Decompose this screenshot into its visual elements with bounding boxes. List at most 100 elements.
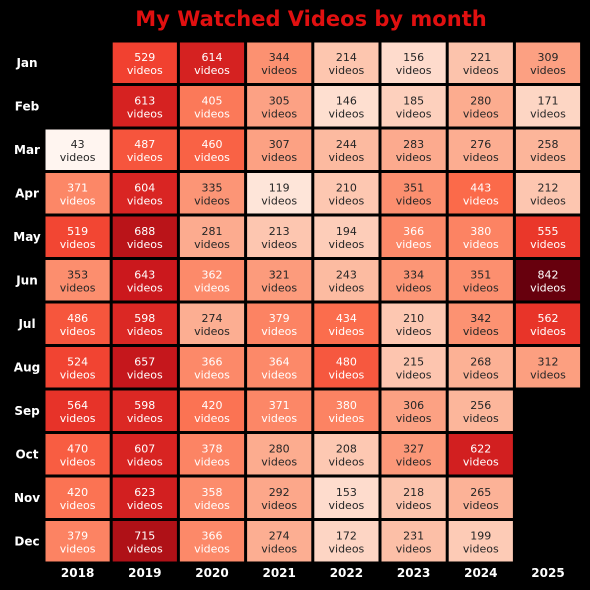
cell-value-label: 604 [134, 181, 155, 194]
year-label-2021: 2021 [262, 566, 295, 580]
cell-value-label: 194 [336, 225, 357, 238]
cell-value-label: 379 [67, 529, 88, 542]
cell-unit-label: videos [396, 368, 432, 381]
cell-value-label: 214 [336, 51, 357, 64]
heat-cell [448, 86, 513, 127]
heat-cell [314, 477, 379, 518]
heat-cell [314, 42, 379, 83]
cell-value-label: 715 [134, 529, 155, 542]
cell-unit-label: videos [463, 107, 499, 120]
cell-unit-label: videos [261, 238, 297, 251]
heat-cell [247, 477, 312, 518]
cell-unit-label: videos [530, 325, 566, 338]
cell-unit-label: videos [530, 238, 566, 251]
cell-unit-label: videos [530, 368, 566, 381]
heat-cell [448, 434, 513, 475]
cell-value-label: 274 [202, 312, 223, 325]
cell-value-label: 366 [202, 529, 223, 542]
cell-value-label: 215 [403, 355, 424, 368]
heat-cell [448, 347, 513, 388]
heat-cell [112, 173, 177, 214]
cell-value-label: 43 [71, 138, 85, 151]
cell-unit-label: videos [329, 455, 365, 468]
heat-cell [314, 390, 379, 431]
heat-cell [112, 434, 177, 475]
cell-value-label: 306 [403, 399, 424, 412]
cell-value-label: 172 [336, 529, 357, 542]
heat-cell [247, 347, 312, 388]
heat-cell [45, 477, 110, 518]
heat-cell [381, 86, 446, 127]
cell-unit-label: videos [396, 412, 432, 425]
chart-title: My Watched Videos by month [135, 7, 486, 31]
cell-unit-label: videos [261, 281, 297, 294]
heat-cell [45, 129, 110, 170]
cell-unit-label: videos [261, 194, 297, 207]
cell-unit-label: videos [261, 455, 297, 468]
cell-unit-label: videos [127, 281, 163, 294]
heat-cell [515, 260, 581, 301]
cell-unit-label: videos [194, 151, 230, 164]
cell-value-label: 185 [403, 94, 424, 107]
cell-unit-label: videos [329, 238, 365, 251]
cell-value-label: 212 [538, 181, 559, 194]
cell-unit-label: videos [329, 194, 365, 207]
heat-cell [179, 129, 245, 170]
cell-unit-label: videos [127, 368, 163, 381]
cell-value-label: 380 [470, 225, 491, 238]
month-label-oct: Oct [15, 447, 38, 461]
cell-value-label: 256 [470, 399, 491, 412]
cell-value-label: 335 [202, 181, 223, 194]
cell-value-label: 358 [202, 486, 223, 499]
cell-value-label: 244 [336, 138, 357, 151]
heat-cell [112, 521, 177, 562]
cell-value-label: 351 [403, 181, 424, 194]
cell-value-label: 231 [403, 529, 424, 542]
cell-value-label: 119 [269, 181, 290, 194]
cell-value-label: 146 [336, 94, 357, 107]
cell-value-label: 420 [67, 486, 88, 499]
cell-unit-label: videos [60, 325, 96, 338]
heat-cell [515, 129, 581, 170]
heat-cell [247, 86, 312, 127]
cell-unit-label: videos [396, 281, 432, 294]
cell-value-label: 623 [134, 486, 155, 499]
year-label-2018: 2018 [61, 566, 94, 580]
heat-cell [381, 390, 446, 431]
cell-value-label: 486 [67, 312, 88, 325]
cell-value-label: 274 [269, 529, 290, 542]
heat-cell [314, 434, 379, 475]
heat-cell [247, 42, 312, 83]
cell-unit-label: videos [60, 455, 96, 468]
cell-value-label: 312 [538, 355, 559, 368]
heat-cell [45, 260, 110, 301]
heat-cell [179, 216, 245, 257]
cell-unit-label: videos [60, 194, 96, 207]
heat-cell [515, 86, 581, 127]
heat-cell [314, 347, 379, 388]
cell-unit-label: videos [127, 194, 163, 207]
heat-cell [381, 173, 446, 214]
cell-unit-label: videos [60, 542, 96, 555]
cell-unit-label: videos [127, 238, 163, 251]
heat-cell [112, 477, 177, 518]
heat-cell [381, 42, 446, 83]
